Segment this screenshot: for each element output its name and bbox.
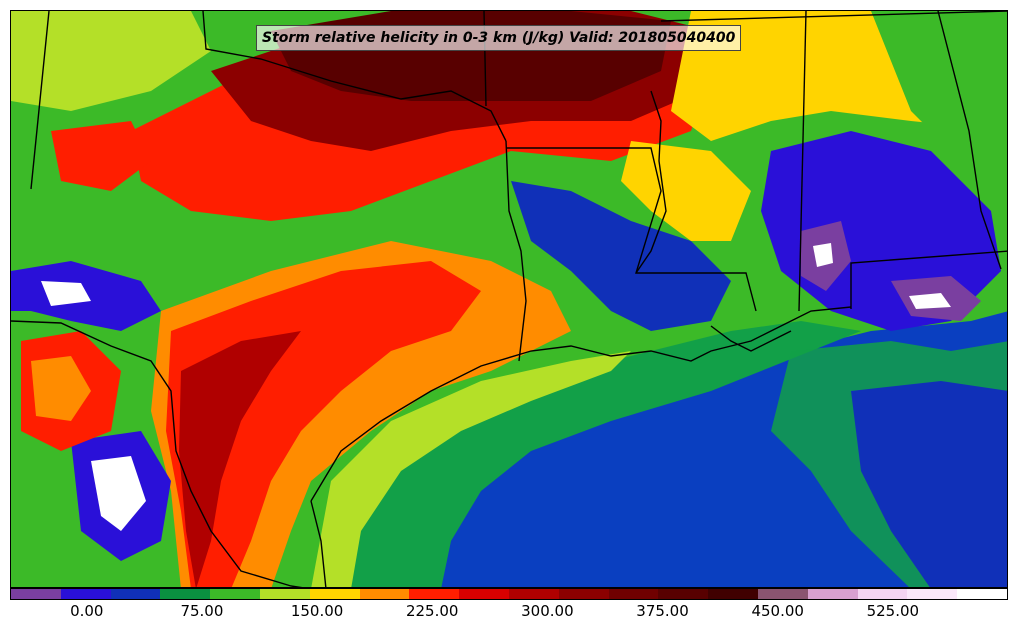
louisiana-yellow xyxy=(621,141,751,241)
louisiana-blue xyxy=(511,181,731,331)
gulf-yellow-band xyxy=(311,351,631,587)
colorbar-segment xyxy=(757,589,808,599)
white-patch-1 xyxy=(813,243,833,267)
colorbar-tick-label: 225.00 xyxy=(405,602,459,620)
southwest-white xyxy=(91,456,146,531)
colorbar-segment xyxy=(658,589,709,599)
colorbar-segment xyxy=(508,589,559,599)
colorbar-segment xyxy=(857,589,908,599)
white-patch-2 xyxy=(909,293,951,309)
texas-darkred-region xyxy=(179,331,301,587)
colorbar-segment xyxy=(459,589,509,599)
texas-coast xyxy=(310,306,852,502)
florida-border xyxy=(850,250,1007,309)
colorbar-tick-label: 375.00 xyxy=(636,602,689,620)
colorbar-segment xyxy=(957,589,1007,599)
colorbar-ticks: 0.00 75.00 150.00 225.00 300.00 375.00 450.00 5… xyxy=(10,602,1008,626)
boundary-lines xyxy=(11,11,1007,587)
alabama-georgia-border xyxy=(937,11,1002,270)
colorbar-segment xyxy=(708,589,758,599)
colorbar-tick-label: 0.00 xyxy=(70,602,104,620)
west-white-patches xyxy=(41,281,91,306)
panhandle-border xyxy=(202,11,507,142)
west-orange-patches xyxy=(31,356,91,421)
new-mexico-border xyxy=(30,11,50,190)
helicity-map xyxy=(11,11,1007,587)
colorbar-segment xyxy=(807,589,858,599)
colorbar-segment xyxy=(608,589,659,599)
tennessee-border xyxy=(660,11,1007,22)
map-panel: Storm relative helicity in 0-3 km (J/kg)… xyxy=(10,10,1008,588)
upper-left-mix xyxy=(11,11,211,111)
colorbar-tick-label: 300.00 xyxy=(521,602,574,620)
arkansas-border xyxy=(506,147,757,312)
upper-left-red xyxy=(51,121,151,191)
colorbar-segment xyxy=(359,589,410,599)
colorbar-segment xyxy=(409,589,460,599)
colorbar-segment xyxy=(309,589,360,599)
mexico-border xyxy=(11,320,303,587)
rio-grande-coast xyxy=(310,500,327,587)
colorbar-segment xyxy=(907,589,958,599)
colorbar-segment xyxy=(160,589,211,599)
colorbar-segment xyxy=(60,589,111,599)
colorbar-segment xyxy=(210,589,260,599)
colorbar-tick-label: 150.00 xyxy=(290,602,344,620)
colorbar xyxy=(10,588,1008,600)
mississippi-alabama-border xyxy=(798,11,807,312)
northeast-green xyxy=(871,11,1007,151)
colorbar-segment xyxy=(558,589,609,599)
colorbar-tick-label: 75.00 xyxy=(180,602,224,620)
colorbar-segment xyxy=(11,589,61,599)
colorbar-segment xyxy=(110,589,161,599)
east-gulf-blue xyxy=(851,381,1007,587)
colorbar-segment xyxy=(259,589,310,599)
louisiana-coast xyxy=(710,325,792,352)
red-river-border xyxy=(505,140,527,362)
mississippi-river xyxy=(635,90,667,274)
colorbar-tick-label: 450.00 xyxy=(751,602,804,620)
map-title: Storm relative helicity in 0-3 km (J/kg)… xyxy=(256,25,742,51)
colorbar-tick-label: 525.00 xyxy=(866,602,920,620)
